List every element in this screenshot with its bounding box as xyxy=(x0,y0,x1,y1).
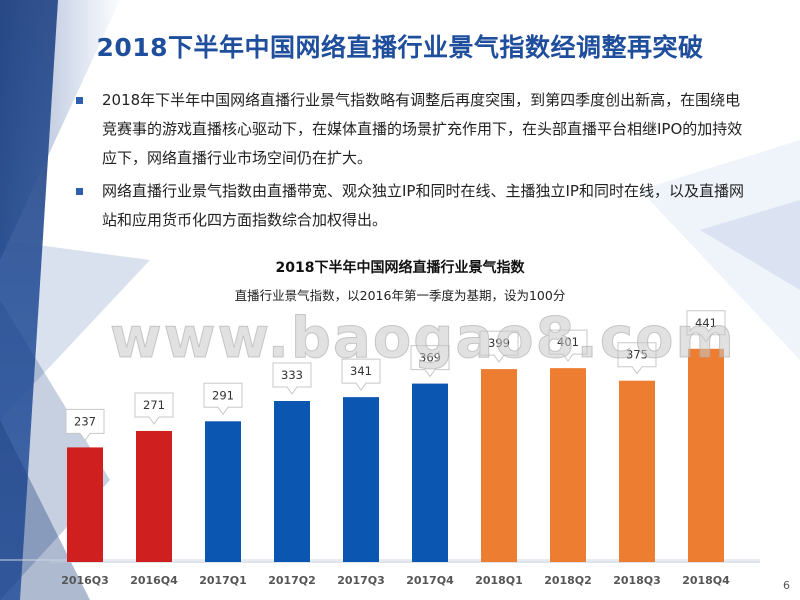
data-label-2016Q4: 271 xyxy=(143,398,165,412)
bar-2018Q3 xyxy=(619,380,655,562)
square-bullet-icon xyxy=(76,188,83,195)
data-label-2018Q2: 401 xyxy=(557,335,579,349)
bullet-item-1: 2018年下半年中国网络直播行业景气指数略有调整后再度突围，到第四季度创出新高，… xyxy=(74,86,754,173)
bar-2017Q1 xyxy=(205,421,241,562)
slide-title: 2018下半年中国网络直播行业景气指数经调整再突破 xyxy=(96,33,704,62)
value-callout-2017Q1 xyxy=(203,382,243,416)
bar-series: 237 2016Q3 271 2016Q4 291 2017Q1 333 2017Q2 341 2… xyxy=(50,310,760,587)
bullet-list: 2018年下半年中国网络直播行业景气指数略有调整后再度突围，到第四季度创出新高，… xyxy=(74,86,754,239)
bullet-text-1: 2018年下半年中国网络直播行业景气指数略有调整后再度突围，到第四季度创出新高，… xyxy=(102,91,743,167)
x-tick-label-2018Q4: 2018Q4 xyxy=(682,574,730,587)
x-tick-label-2018Q2: 2018Q2 xyxy=(544,574,592,587)
value-callout-2017Q2 xyxy=(272,362,312,395)
x-tick-label-2016Q4: 2016Q4 xyxy=(130,574,178,587)
value-callout-2017Q4 xyxy=(410,345,450,378)
bar-2016Q3 xyxy=(67,447,103,562)
square-bullet-icon xyxy=(76,97,83,104)
data-label-2018Q1: 399 xyxy=(488,336,510,350)
data-label-2017Q2: 333 xyxy=(281,368,303,382)
data-label-2018Q3: 375 xyxy=(626,348,648,362)
x-tick-label-2017Q4: 2017Q4 xyxy=(406,574,454,587)
x-tick-label-2017Q2: 2017Q2 xyxy=(268,574,316,587)
watermark: www.baogao8.com xyxy=(110,306,736,372)
x-tick-label-2017Q3: 2017Q3 xyxy=(337,574,385,587)
x-tick-label-2017Q1: 2017Q1 xyxy=(199,574,247,587)
x-tick-label-2018Q1: 2018Q1 xyxy=(475,574,523,587)
value-callout-2018Q2 xyxy=(548,329,588,362)
page-number: 6 xyxy=(783,579,790,592)
chart-subtitle: 直播行业景气指数，以2016年第一季度为基期，设为100分 xyxy=(235,288,566,303)
value-callout-2016Q4 xyxy=(134,392,174,425)
data-label-2016Q3: 237 xyxy=(74,414,96,428)
data-label-2017Q3: 341 xyxy=(350,364,372,378)
data-label-2017Q4: 369 xyxy=(419,351,441,365)
chart-title: 2018下半年中国网络直播行业景气指数 xyxy=(276,259,526,276)
value-callout-2017Q3 xyxy=(341,358,381,391)
bar-2016Q4 xyxy=(136,430,172,562)
value-callout-2018Q4 xyxy=(686,310,726,343)
bullet-text-2: 网络直播行业景气指数由直播带宽、观众独立IP和同时在线、主播独立IP和同时在线，… xyxy=(102,182,744,229)
value-callout-2018Q3 xyxy=(617,342,657,375)
x-tick-label-2016Q3: 2016Q3 xyxy=(61,574,109,587)
bullet-item-2: 网络直播行业景气指数由直播带宽、观众独立IP和同时在线、主播独立IP和同时在线，… xyxy=(74,177,754,235)
value-callout-2018Q1 xyxy=(479,330,519,363)
value-callout-2016Q3 xyxy=(65,408,105,442)
bar-2018Q2 xyxy=(550,368,586,562)
bar-2018Q1 xyxy=(481,369,517,562)
data-label-2017Q1: 291 xyxy=(212,388,234,402)
bar-2017Q4 xyxy=(412,383,448,562)
bar-2018Q4 xyxy=(688,348,724,562)
bar-2017Q3 xyxy=(343,397,379,562)
x-tick-label-2018Q3: 2018Q3 xyxy=(613,574,661,587)
data-label-2018Q4: 441 xyxy=(695,316,717,330)
bar-2017Q2 xyxy=(274,400,310,562)
